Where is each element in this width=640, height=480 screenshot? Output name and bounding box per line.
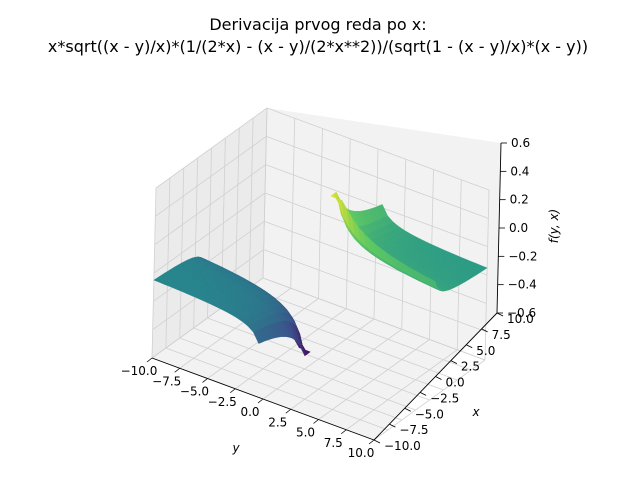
x-tick-mark [466,344,473,349]
z-tick-label: 0.0 [509,221,528,235]
back-gridline [265,164,488,248]
y-tick-mark [202,378,208,383]
x-tick-mark [373,439,381,444]
y-tick-label: −7.5 [152,374,181,388]
x-tick-label: −10.0 [384,439,421,453]
x-tick-label: 2.5 [461,360,480,374]
x-tick-label: −2.5 [430,391,459,405]
z-tick-label: −0.6 [507,306,536,320]
y-tick-label: 10.0 [348,446,375,460]
y-tick-label: −2.5 [208,395,237,409]
z-axis-label: f(y, x) [547,209,561,244]
surface-cell [253,330,262,344]
x-tick-mark [496,312,504,317]
x-axis-label: x [471,405,480,419]
x-tick-label: 7.5 [492,328,511,342]
x-tick-label: 5.0 [476,344,495,358]
left-gridline [154,164,266,245]
y-tick-mark [341,429,347,435]
y-tick-mark [146,357,153,363]
z-tick-label: −0.4 [508,278,537,292]
back-gridline [263,249,486,333]
x-tick-mark [481,328,488,333]
z-axis-ticks: −0.6 −0.4 −0.2 0.0 0.2 0.4 0.6 [497,136,537,320]
z-tick-label: 0.4 [510,164,529,178]
y-tick-mark [257,398,264,404]
z-tick-label: 0.6 [511,136,530,150]
y-axis-ticks: −10.0−7.5−5.0−2.50.0 2.5 5.0 7.5 10.0 [121,357,375,460]
x-tick-mark [450,360,458,364]
left-gridline [155,107,268,189]
left-gridline [153,192,266,274]
z-tick-label: 0.2 [510,193,529,207]
x-tick-label: 10.0 [507,312,534,326]
back-gridline [266,107,490,191]
y-tick-mark [230,388,236,394]
chart-title-line2: x*sqrt((x - y)/x)*(1/(2*x) - (x - y)/(2*… [48,37,588,56]
floor-gridline [318,339,430,420]
y-tick-mark [285,408,291,414]
chart-title-line1: Derivacija prvog reda po x: [209,15,426,34]
y-tick-label: 7.5 [324,436,343,450]
y-axis-label: y [231,441,240,455]
y-tick-label: 0.0 [240,405,259,419]
y-tick-mark [313,419,319,424]
x-tick-mark [419,392,427,396]
x-tick-mark [435,376,442,380]
surface-plot [153,191,488,357]
x-tick-label: 0.0 [446,376,465,390]
x-tick-mark [404,407,411,412]
x-tick-mark [389,423,396,428]
z-tick-label: −0.2 [508,249,537,263]
surface-cell [429,277,438,289]
x-tick-label: −7.5 [399,423,428,437]
y-tick-label: −5.0 [180,385,209,399]
y-tick-mark [368,439,375,445]
floor-gridline [346,349,458,431]
x-axis-ticks: −10.0 −7.5 −5.0 −2.50.0 2.5 5.0 7.5 10.0 [373,312,534,453]
floor-gridline [373,359,486,441]
y-tick-label: 5.0 [296,426,315,440]
left-gridline [155,136,267,217]
y-tick-label: −10.0 [121,364,158,378]
y-tick-label: 2.5 [268,415,287,429]
back-gridline [262,277,486,361]
floor-gridline [290,328,402,410]
y-tick-mark [174,367,180,373]
floor-gridline [248,287,472,371]
back-gridline [266,135,489,219]
floor-gridline [207,317,430,401]
x-tick-label: −5.0 [415,407,444,421]
